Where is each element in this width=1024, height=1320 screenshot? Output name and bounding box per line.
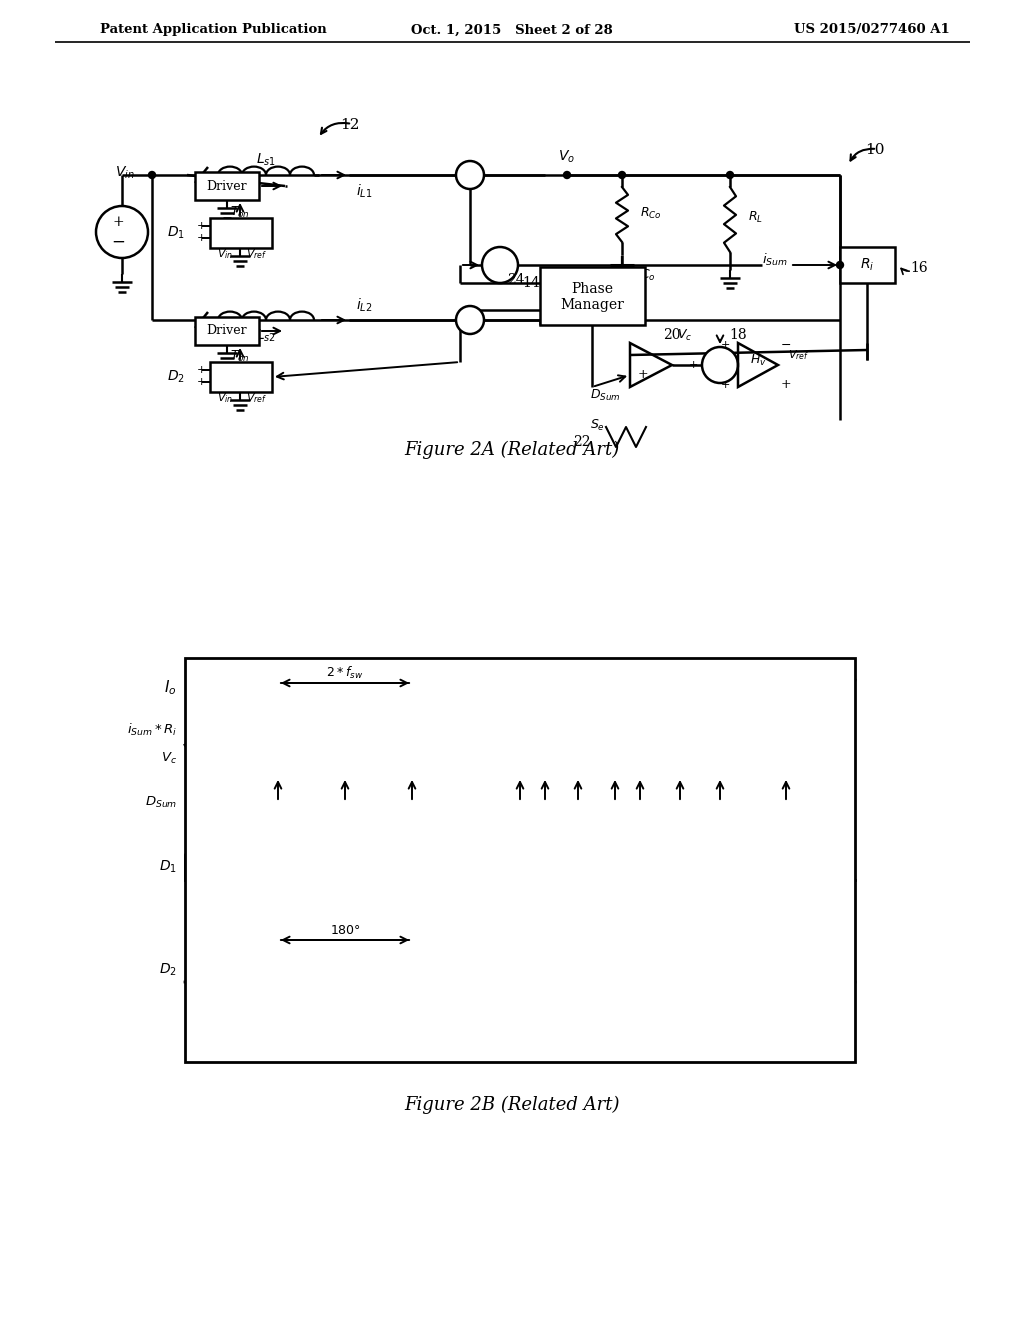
Text: Driver: Driver — [207, 180, 248, 193]
Text: $V_{ref}$: $V_{ref}$ — [247, 391, 267, 405]
Text: Patent Application Publication: Patent Application Publication — [100, 24, 327, 37]
Text: 24: 24 — [507, 273, 525, 286]
Circle shape — [456, 306, 484, 334]
Text: $D_2$: $D_2$ — [167, 368, 185, 385]
Text: $i_{L2}$: $i_{L2}$ — [355, 296, 373, 314]
Text: $T_{on}$: $T_{on}$ — [230, 348, 250, 363]
Text: 18: 18 — [729, 327, 746, 342]
Text: $D_{Sum}$: $D_{Sum}$ — [590, 388, 621, 403]
Text: $R_L$: $R_L$ — [748, 210, 763, 224]
Text: $i_{Sum}$: $i_{Sum}$ — [762, 252, 787, 268]
Text: $V_{in}$: $V_{in}$ — [217, 391, 233, 405]
Text: $i_{Sum}*R_i$: $i_{Sum}*R_i$ — [127, 722, 177, 738]
Bar — [195, 172, 259, 201]
Circle shape — [482, 247, 518, 282]
Text: Manager: Manager — [560, 298, 624, 312]
Text: $L_{s2}$: $L_{s2}$ — [256, 327, 276, 345]
Text: 22: 22 — [573, 436, 591, 449]
Circle shape — [96, 206, 148, 257]
Text: $D_{Sum}$: $D_{Sum}$ — [144, 795, 177, 809]
Text: +: + — [197, 378, 206, 387]
Text: $H_v$: $H_v$ — [750, 352, 766, 367]
Text: −: − — [111, 234, 125, 251]
Text: $L_{s1}$: $L_{s1}$ — [256, 152, 276, 168]
Circle shape — [618, 172, 626, 178]
Text: +: + — [197, 220, 206, 231]
Text: $V_c$: $V_c$ — [678, 327, 692, 343]
Text: +: + — [197, 366, 206, 375]
Circle shape — [726, 172, 733, 178]
Circle shape — [148, 172, 156, 178]
Text: 16: 16 — [910, 261, 928, 275]
Text: Figure 2A (Related Art): Figure 2A (Related Art) — [404, 441, 620, 459]
Circle shape — [837, 261, 844, 268]
Text: 12: 12 — [340, 117, 359, 132]
Circle shape — [456, 161, 484, 189]
Text: $S_e$: $S_e$ — [590, 417, 605, 433]
Text: $C_o$: $C_o$ — [640, 268, 655, 282]
Text: 14: 14 — [522, 276, 540, 290]
Text: $V_{ref}$: $V_{ref}$ — [788, 348, 809, 362]
Text: Figure 2B (Related Art): Figure 2B (Related Art) — [404, 1096, 620, 1114]
Text: 20: 20 — [664, 327, 681, 342]
Text: $V_{in}$: $V_{in}$ — [115, 165, 135, 181]
Text: $180°$: $180°$ — [330, 924, 360, 936]
Text: −: − — [638, 348, 648, 362]
Text: +: + — [638, 368, 648, 381]
Text: $V_{ref}$: $V_{ref}$ — [247, 247, 267, 261]
Bar — [210, 218, 272, 248]
Text: +: + — [720, 341, 730, 350]
Text: +: + — [113, 215, 124, 228]
Text: $V_c$: $V_c$ — [161, 751, 177, 766]
Text: $D_1$: $D_1$ — [159, 859, 177, 875]
Bar — [185, 657, 855, 1063]
Text: +: + — [197, 234, 206, 243]
Text: $I_o$: $I_o$ — [165, 678, 177, 697]
Text: Oct. 1, 2015   Sheet 2 of 28: Oct. 1, 2015 Sheet 2 of 28 — [411, 24, 613, 37]
Text: $i_{L1}$: $i_{L1}$ — [355, 182, 373, 199]
Bar — [210, 362, 272, 392]
Circle shape — [702, 347, 738, 383]
Text: +: + — [688, 360, 698, 370]
Bar — [195, 317, 259, 345]
Text: $D_1$: $D_1$ — [167, 224, 185, 242]
Text: 10: 10 — [865, 143, 885, 157]
Text: US 2015/0277460 A1: US 2015/0277460 A1 — [795, 24, 950, 37]
Text: Driver: Driver — [207, 325, 248, 338]
Text: $T_{on}$: $T_{on}$ — [230, 205, 250, 219]
Text: $2*f_{sw}$: $2*f_{sw}$ — [327, 665, 364, 681]
Text: Phase: Phase — [571, 282, 613, 296]
Text: $D_2$: $D_2$ — [159, 962, 177, 978]
Text: −: − — [781, 338, 792, 351]
Text: $V_o$: $V_o$ — [558, 149, 575, 165]
Bar — [540, 267, 645, 325]
Text: $R_i$: $R_i$ — [860, 257, 874, 273]
Bar — [840, 247, 895, 282]
Text: +: + — [720, 380, 730, 389]
Text: $V_{in}$: $V_{in}$ — [217, 247, 233, 261]
Text: +: + — [781, 379, 792, 392]
Text: $R_{Co}$: $R_{Co}$ — [640, 206, 662, 220]
Circle shape — [563, 172, 570, 178]
